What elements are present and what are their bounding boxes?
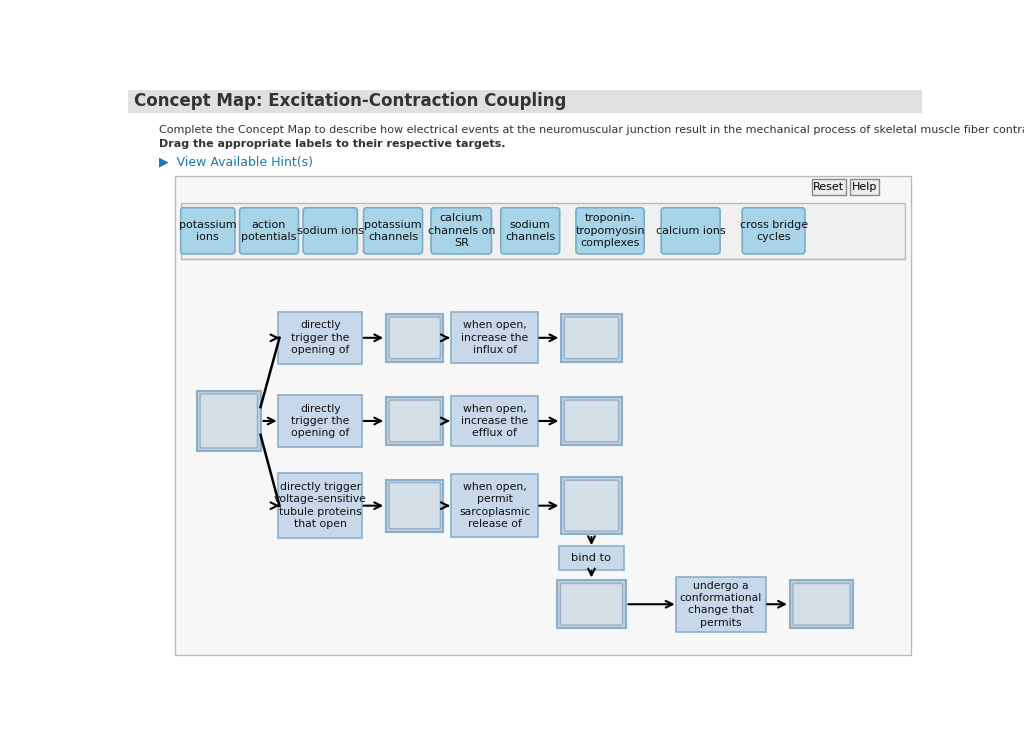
FancyBboxPatch shape <box>386 314 443 362</box>
FancyBboxPatch shape <box>240 207 299 254</box>
FancyBboxPatch shape <box>561 314 622 362</box>
FancyBboxPatch shape <box>278 312 362 364</box>
Text: directly trigger
voltage-sensitive
tubule proteins
that open: directly trigger voltage-sensitive tubul… <box>273 482 367 530</box>
Text: when open,
increase the
efflux of: when open, increase the efflux of <box>461 404 528 438</box>
Text: undergo a
conformational
change that
permits: undergo a conformational change that per… <box>680 580 762 628</box>
FancyBboxPatch shape <box>386 479 443 532</box>
FancyBboxPatch shape <box>452 474 538 537</box>
FancyBboxPatch shape <box>662 207 720 254</box>
FancyBboxPatch shape <box>197 391 260 451</box>
FancyBboxPatch shape <box>364 207 423 254</box>
FancyBboxPatch shape <box>790 580 853 628</box>
FancyBboxPatch shape <box>200 394 257 448</box>
FancyBboxPatch shape <box>389 317 440 359</box>
Text: Concept Map: Excitation-Contraction Coupling: Concept Map: Excitation-Contraction Coup… <box>134 92 566 110</box>
Text: directly
trigger the
opening of: directly trigger the opening of <box>291 321 349 355</box>
Text: when open,
permit
sarcoplasmic
release of: when open, permit sarcoplasmic release o… <box>459 482 530 530</box>
FancyBboxPatch shape <box>742 207 805 254</box>
FancyBboxPatch shape <box>557 580 626 628</box>
Text: potassium
ions: potassium ions <box>179 219 237 242</box>
Text: directly
trigger the
opening of: directly trigger the opening of <box>291 404 349 438</box>
Text: potassium
channels: potassium channels <box>365 219 422 242</box>
FancyBboxPatch shape <box>278 395 362 447</box>
Text: Reset: Reset <box>813 182 844 192</box>
Text: troponin-
tropomyosin
complexes: troponin- tropomyosin complexes <box>575 213 645 248</box>
FancyBboxPatch shape <box>501 207 560 254</box>
Text: bind to: bind to <box>571 553 611 563</box>
FancyBboxPatch shape <box>564 317 618 359</box>
FancyBboxPatch shape <box>793 583 850 625</box>
FancyBboxPatch shape <box>180 207 234 254</box>
FancyBboxPatch shape <box>174 176 910 655</box>
Text: calcium
channels on
SR: calcium channels on SR <box>427 213 495 248</box>
FancyBboxPatch shape <box>850 179 879 195</box>
FancyBboxPatch shape <box>564 400 618 442</box>
Text: sodium ions: sodium ions <box>297 225 364 236</box>
FancyBboxPatch shape <box>676 577 766 632</box>
FancyBboxPatch shape <box>561 397 622 445</box>
Text: sodium
channels: sodium channels <box>505 219 555 242</box>
FancyBboxPatch shape <box>386 397 443 445</box>
FancyBboxPatch shape <box>561 477 622 534</box>
FancyBboxPatch shape <box>180 203 904 258</box>
FancyBboxPatch shape <box>431 207 492 254</box>
FancyBboxPatch shape <box>812 179 846 195</box>
FancyBboxPatch shape <box>389 482 440 529</box>
FancyBboxPatch shape <box>560 583 623 625</box>
Text: cross bridge
cycles: cross bridge cycles <box>739 219 808 242</box>
FancyBboxPatch shape <box>128 90 922 113</box>
FancyBboxPatch shape <box>389 400 440 442</box>
Text: ▶  View Available Hint(s): ▶ View Available Hint(s) <box>159 155 313 168</box>
Text: Complete the Concept Map to describe how electrical events at the neuromuscular : Complete the Concept Map to describe how… <box>159 125 1024 135</box>
FancyBboxPatch shape <box>559 547 624 569</box>
Text: action
potentials: action potentials <box>242 219 297 242</box>
FancyBboxPatch shape <box>452 312 538 363</box>
Text: when open,
increase the
influx of: when open, increase the influx of <box>461 321 528 355</box>
FancyBboxPatch shape <box>303 207 357 254</box>
Text: calcium ions: calcium ions <box>655 225 725 236</box>
FancyBboxPatch shape <box>278 473 362 538</box>
FancyBboxPatch shape <box>575 207 644 254</box>
FancyBboxPatch shape <box>564 480 618 531</box>
FancyBboxPatch shape <box>452 395 538 446</box>
Text: Help: Help <box>852 182 877 192</box>
Text: Drag the appropriate labels to their respective targets.: Drag the appropriate labels to their res… <box>159 139 506 149</box>
